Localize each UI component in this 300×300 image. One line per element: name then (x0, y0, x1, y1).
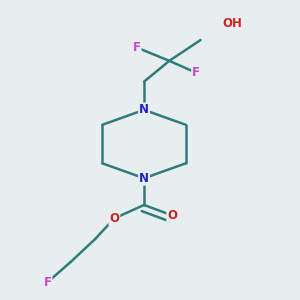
Text: F: F (44, 276, 52, 289)
Text: O: O (167, 209, 177, 222)
Text: F: F (192, 66, 200, 79)
Text: O: O (109, 212, 119, 225)
Text: OH: OH (223, 17, 243, 30)
Text: N: N (139, 172, 149, 185)
Text: F: F (133, 41, 141, 54)
Text: N: N (139, 103, 149, 116)
